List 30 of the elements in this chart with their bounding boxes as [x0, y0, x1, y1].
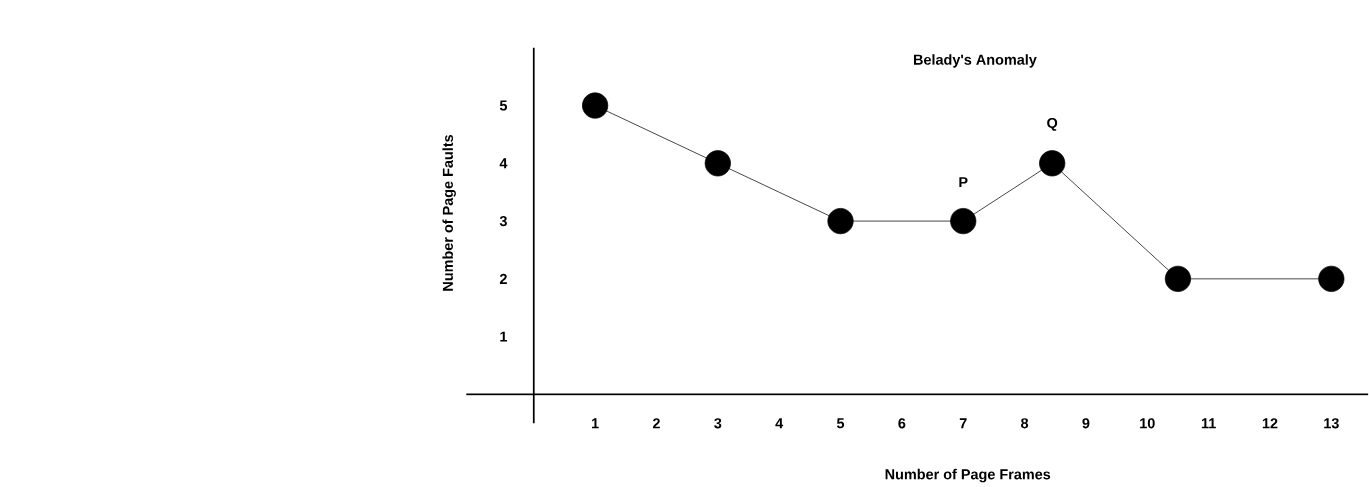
x-tick-label: 12: [1262, 418, 1278, 429]
point: [1318, 265, 1345, 292]
x-tick-label: 9: [1082, 418, 1090, 429]
point: [827, 207, 854, 235]
annotation: Q: [1047, 117, 1058, 131]
point: [1164, 265, 1192, 292]
x-tick-label: 4: [775, 418, 784, 429]
x-axis-title: Number of Page Frames: [885, 468, 1051, 483]
y-tick-label: 5: [499, 100, 508, 111]
x-tick-label: 6: [898, 418, 906, 429]
x-tick-label: 8: [1021, 418, 1029, 429]
point: [950, 207, 977, 235]
point: [704, 150, 731, 177]
x-tick-label: 2: [652, 418, 660, 429]
y-axis-title: Number of Page Faults: [442, 134, 456, 291]
x-tick-label: 11: [1201, 418, 1216, 429]
y-tick-label: 1: [500, 331, 508, 342]
x-tick-label: 10: [1140, 418, 1155, 429]
x-tick-label: 1: [592, 418, 599, 429]
annotation: P: [959, 177, 968, 188]
y-tick-label: 3: [499, 215, 507, 227]
y-tick-label: 4: [499, 158, 508, 169]
point: [1039, 150, 1066, 177]
x-tick-label: 3: [714, 418, 722, 429]
x-tick-label: 13: [1324, 418, 1339, 429]
x-tick-label: 7: [959, 418, 967, 429]
x-tick-label: 5: [836, 418, 845, 429]
y-tick-label: 2: [499, 273, 507, 284]
point: [582, 92, 609, 119]
chart-title: Belady's Anomaly: [913, 54, 1037, 68]
